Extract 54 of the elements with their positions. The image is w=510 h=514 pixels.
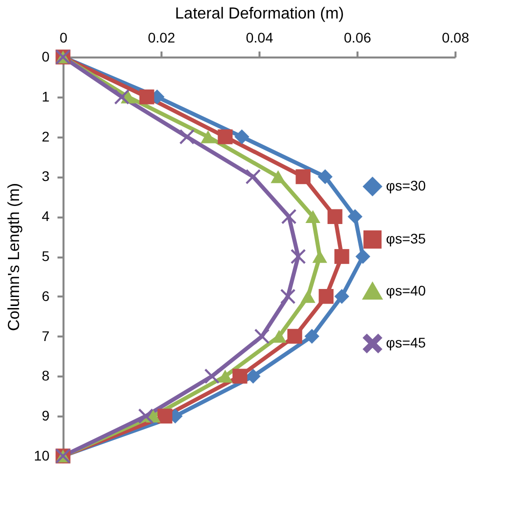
y-tick-label: 10 <box>34 448 50 464</box>
legend-label: φs=30 <box>386 178 426 194</box>
y-tick-label: 9 <box>42 408 50 424</box>
point <box>280 288 296 304</box>
point <box>114 89 130 104</box>
y-tick-label: 5 <box>42 248 50 264</box>
point <box>138 408 154 424</box>
y-tick-label: 1 <box>42 88 50 104</box>
point <box>270 170 286 184</box>
point <box>305 210 320 224</box>
point <box>180 129 194 144</box>
y-tick-label: 0 <box>42 48 50 64</box>
x-tick-label: 0.02 <box>148 30 176 46</box>
point <box>246 368 261 384</box>
point <box>158 408 172 424</box>
x-tick-label: 0.06 <box>344 30 372 46</box>
point <box>281 209 296 224</box>
point <box>232 368 248 384</box>
point <box>334 249 350 264</box>
y-tick-label: 4 <box>42 208 50 224</box>
point <box>287 328 302 344</box>
x-tick-label: 0 <box>60 30 68 46</box>
point <box>290 249 306 264</box>
point <box>355 249 370 264</box>
x-tick-label: 0.04 <box>246 30 274 46</box>
point <box>296 169 311 184</box>
y-axis-title: Column's Length (m) <box>6 183 23 331</box>
point <box>304 328 320 344</box>
point <box>139 89 154 104</box>
legend-label: φs=40 <box>386 282 426 298</box>
x-tick-label: 0.08 <box>442 30 470 46</box>
y-tick-label: 6 <box>42 288 50 304</box>
point <box>218 370 233 383</box>
point <box>348 209 362 224</box>
point <box>300 290 316 303</box>
point <box>272 330 287 343</box>
point <box>328 209 342 224</box>
point <box>218 129 233 144</box>
y-tick-label: 8 <box>42 368 50 384</box>
y-tick-label: 2 <box>42 128 50 144</box>
point <box>234 129 250 144</box>
point <box>318 169 333 184</box>
x-axis-title: Lateral Deformation (m) <box>175 6 344 22</box>
legend-label: φs=45 <box>386 334 426 350</box>
legend-label: φs=35 <box>386 230 426 246</box>
y-tick-label: 3 <box>42 168 50 184</box>
y-tick-label: 7 <box>42 328 50 344</box>
point <box>204 368 220 384</box>
point <box>334 288 350 304</box>
point <box>312 250 328 263</box>
point <box>200 130 216 144</box>
point <box>254 328 270 344</box>
point <box>246 169 261 184</box>
point <box>318 288 334 304</box>
